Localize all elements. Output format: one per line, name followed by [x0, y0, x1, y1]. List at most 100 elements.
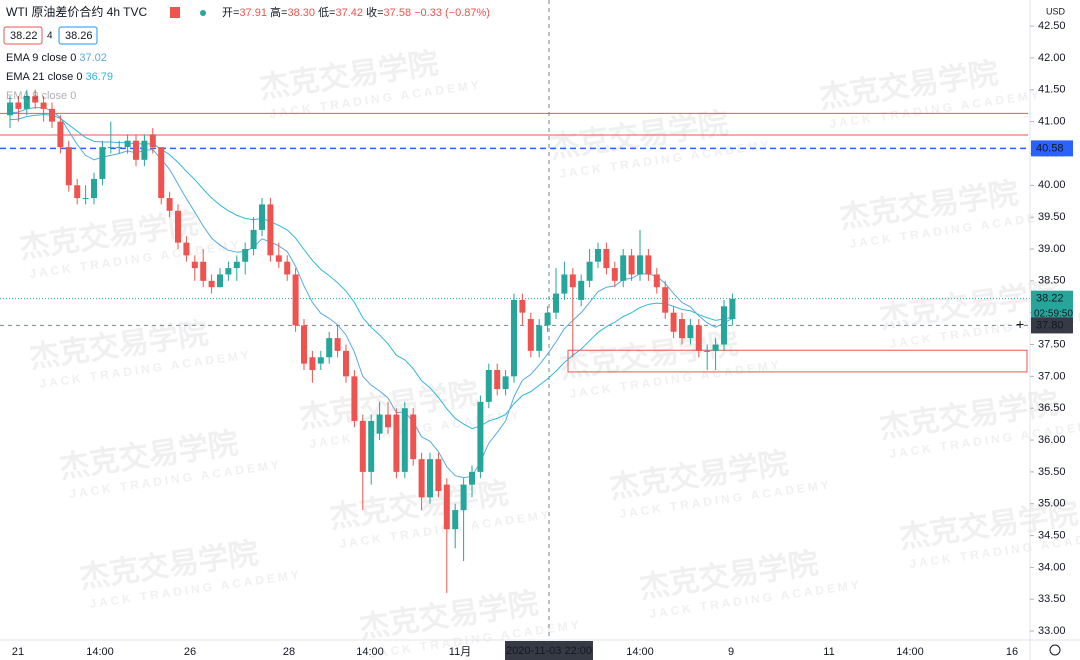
currency: USD — [1046, 6, 1066, 16]
indicator-value: 37.02 — [79, 52, 107, 64]
candle-body — [679, 319, 685, 339]
candle-body — [485, 369, 492, 402]
y-tick-label: 41.50 — [1038, 84, 1066, 96]
candle-body — [158, 147, 165, 199]
candle-body — [645, 255, 652, 275]
y-tick-label: 35.00 — [1038, 498, 1066, 510]
candle-body — [359, 420, 366, 472]
candle-body — [620, 255, 627, 281]
candle-body — [578, 280, 585, 300]
candle-body — [309, 357, 316, 370]
ohlc-label: 收= — [366, 5, 383, 19]
flag — [170, 7, 180, 18]
candle-body — [301, 325, 307, 364]
candle-body — [729, 298, 736, 320]
candle-body — [670, 312, 677, 332]
crosshair-date-bg — [505, 641, 593, 660]
candle-body — [443, 484, 450, 530]
candle-body — [343, 350, 349, 377]
candle-body — [427, 459, 433, 498]
ohlc-value: 38.30 — [287, 7, 315, 19]
x-tick-label: 11月 — [449, 646, 471, 658]
bid: 38.22 — [10, 30, 38, 42]
candle-body — [292, 274, 299, 326]
x-tick-label: 11 — [823, 646, 834, 658]
x-tick-label: 14:00 — [86, 646, 114, 658]
change: −0.33 (−0.87%) — [414, 7, 490, 19]
plot — [0, 0, 1030, 640]
candle-body — [721, 306, 727, 345]
candle-body — [469, 471, 475, 485]
candle-body — [494, 369, 501, 390]
candle-body — [435, 459, 442, 491]
candle-body — [175, 210, 181, 243]
candle-body — [569, 274, 576, 288]
candle-body — [418, 459, 425, 498]
spread: 4 — [47, 31, 53, 42]
ask-box — [58, 26, 98, 45]
ohlc-value: 37.91 — [239, 7, 267, 19]
candle-body — [595, 248, 601, 262]
candle-body — [527, 319, 534, 351]
candle-body — [561, 274, 568, 294]
candle-body — [519, 299, 526, 313]
candle-body — [183, 242, 190, 256]
alert-label: 40.58 — [1036, 142, 1064, 154]
y-tick-label: 37.50 — [1038, 338, 1066, 350]
crosshair-date: 2020-11-03 22:00 — [506, 645, 592, 657]
candle-body — [637, 255, 643, 275]
y-tick-label: 33.50 — [1038, 593, 1066, 605]
candle-body — [23, 96, 30, 109]
y-tick-label: 39.00 — [1038, 243, 1066, 255]
ohlc-line: 开=37.91 高=38.30 低=37.42 收=37.58 −0.33 (−… — [222, 5, 490, 19]
candle-body — [32, 96, 39, 103]
candle-body — [49, 108, 55, 122]
candle-body — [233, 261, 240, 269]
candle-body — [376, 414, 383, 434]
ohlc-label: 开= — [222, 7, 239, 19]
candle-body — [133, 140, 139, 160]
candle-body — [611, 268, 618, 281]
x-tick-label: 14:00 — [626, 646, 654, 658]
candle-body — [393, 414, 400, 472]
candle-body — [284, 261, 291, 275]
x-tick-label: 9 — [728, 646, 734, 658]
candle-body — [334, 338, 341, 351]
candle-body — [208, 280, 215, 288]
candle-body — [653, 274, 660, 288]
indicator-name: EMA 9 close 0 — [6, 90, 76, 102]
x-tick-label: 26 — [184, 646, 196, 658]
y-tick-label: 33.00 — [1038, 625, 1066, 637]
candle-body — [351, 376, 358, 421]
symbol-line: WTI 原油差价合约 4h TVC — [6, 4, 147, 19]
candle-body — [40, 102, 47, 109]
candle-body — [116, 147, 123, 149]
candle-body — [259, 204, 265, 230]
candle-body — [326, 338, 333, 358]
indicator: EMA 9 close 0 37.02 — [6, 52, 107, 64]
indicator: EMA 21 close 0 36.79 — [6, 71, 113, 83]
candle-body — [91, 178, 97, 199]
candle-body — [7, 102, 13, 116]
candle-body — [586, 261, 593, 281]
y-tick-label: 42.00 — [1038, 52, 1066, 64]
x-tick-label: 16 — [1006, 646, 1018, 658]
candle-body — [217, 274, 223, 288]
bid-box — [3, 26, 43, 45]
candle-body — [410, 414, 417, 460]
countdown: 02:59:50 — [1034, 308, 1073, 319]
overlay: 33.00 33.50 34.00 34.50 35.00 35.50 36.00 36.50… — [3, 4, 1073, 660]
candle-body — [99, 147, 106, 179]
support-zone — [567, 349, 1028, 373]
interval: 4h — [107, 5, 120, 19]
candle-body — [452, 510, 459, 530]
ohlc-label: 低= — [318, 6, 335, 19]
candle-body — [74, 185, 81, 199]
y-tick-label: 34.00 — [1038, 561, 1066, 573]
candle-body — [511, 299, 517, 377]
candle-body — [695, 325, 702, 351]
y-tick-label: 38.50 — [1038, 275, 1066, 287]
alert-label-bg — [1031, 140, 1073, 157]
candle-body — [544, 312, 551, 326]
